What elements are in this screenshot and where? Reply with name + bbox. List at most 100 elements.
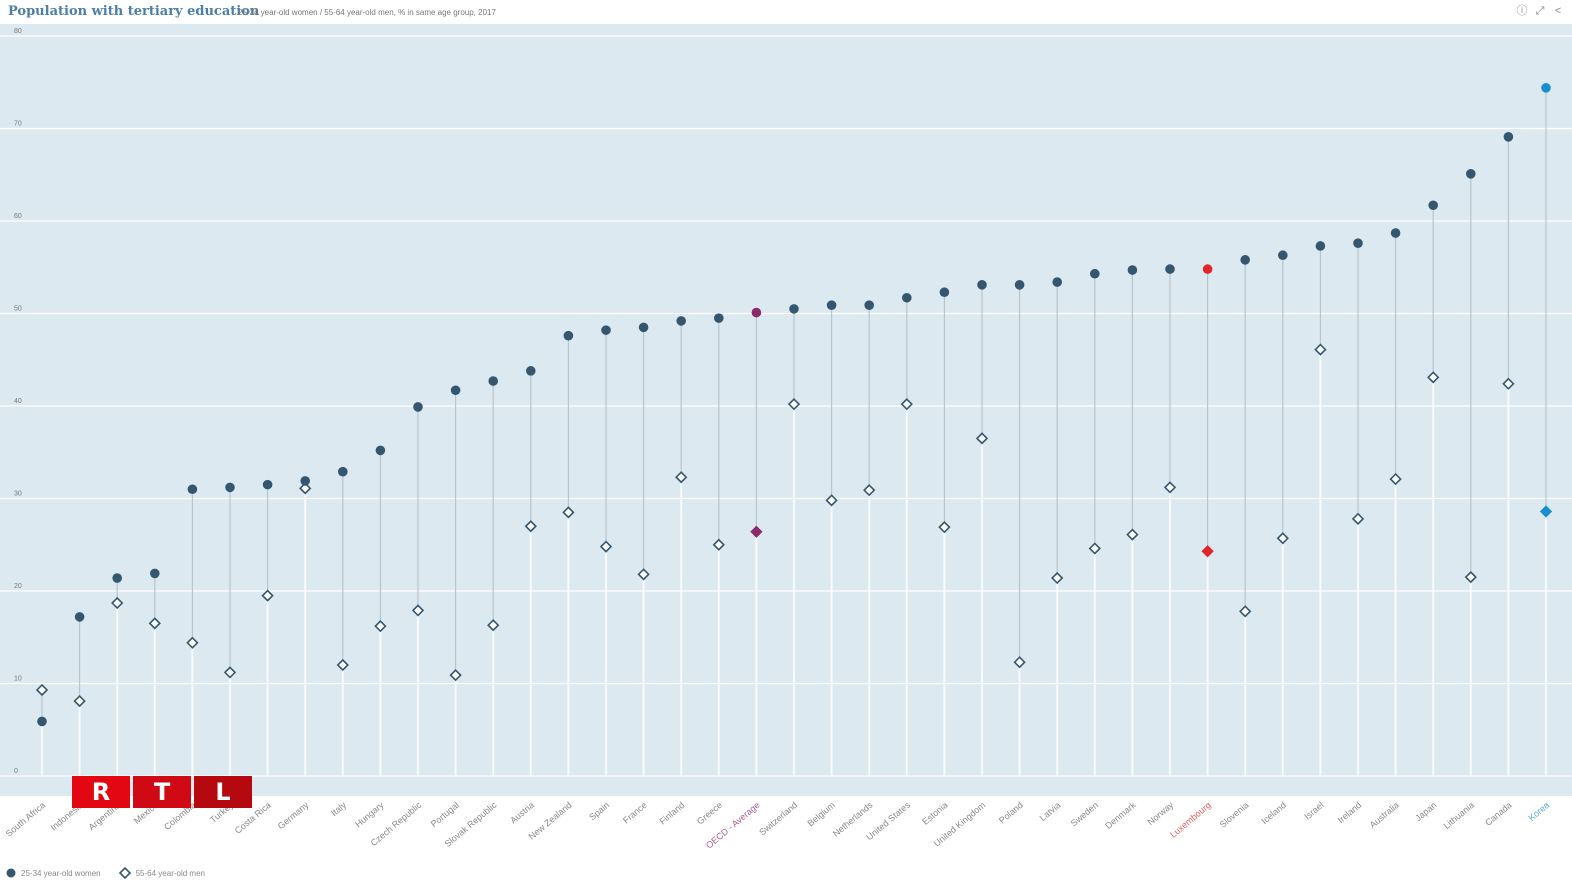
- men-point[interactable]: [148, 617, 161, 630]
- y-tick-label: 40: [14, 398, 22, 405]
- men-point[interactable]: [787, 398, 801, 411]
- women-point[interactable]: [37, 716, 47, 727]
- men-point[interactable]: [336, 658, 349, 672]
- men-point[interactable]: [712, 538, 725, 551]
- men-point[interactable]: [750, 525, 763, 538]
- men-point[interactable]: [35, 683, 49, 697]
- women-point[interactable]: [150, 568, 160, 579]
- women-point[interactable]: [676, 316, 686, 326]
- women-point[interactable]: [1165, 264, 1175, 274]
- y-tick-label: 70: [14, 121, 22, 128]
- men-point[interactable]: [449, 669, 462, 682]
- women-point[interactable]: [601, 325, 611, 335]
- women-point[interactable]: [526, 366, 536, 376]
- chart-header: Population with tertiary education 25-34…: [0, 0, 1572, 24]
- men-point[interactable]: [1126, 528, 1139, 541]
- women-point[interactable]: [1503, 132, 1514, 142]
- men-point[interactable]: [73, 694, 86, 708]
- women-point[interactable]: [1052, 277, 1062, 287]
- women-point[interactable]: [338, 466, 348, 477]
- women-point[interactable]: [826, 300, 837, 310]
- men-point[interactable]: [975, 432, 989, 445]
- men-point[interactable]: [1088, 542, 1101, 555]
- men-point[interactable]: [1389, 472, 1402, 486]
- women-point[interactable]: [902, 292, 912, 303]
- women-point[interactable]: [1353, 238, 1363, 248]
- men-point[interactable]: [1201, 545, 1214, 558]
- men-point[interactable]: [675, 471, 688, 484]
- share-icon[interactable]: <: [1554, 5, 1562, 17]
- men-point[interactable]: [261, 589, 274, 602]
- women-point[interactable]: [714, 313, 724, 323]
- women-point[interactable]: [563, 330, 574, 341]
- chart-subtitle: 25-34 year-old women / 55-64 year-old me…: [238, 8, 496, 17]
- men-point[interactable]: [863, 484, 876, 497]
- legend-item-men[interactable]: 55-64 year-old men: [118, 867, 205, 879]
- rtl-watermark-logo: R T L: [72, 776, 252, 808]
- women-point[interactable]: [187, 484, 198, 495]
- men-point[interactable]: [825, 494, 838, 507]
- men-point[interactable]: [223, 666, 237, 679]
- women-point[interactable]: [112, 573, 122, 583]
- women-point[interactable]: [1278, 250, 1288, 261]
- women-point[interactable]: [638, 322, 649, 333]
- men-point[interactable]: [1163, 481, 1177, 494]
- women-point[interactable]: [375, 445, 386, 456]
- women-point[interactable]: [1240, 255, 1250, 265]
- women-point[interactable]: [1428, 200, 1438, 211]
- women-point[interactable]: [1090, 268, 1100, 279]
- women-point[interactable]: [1315, 241, 1326, 251]
- men-point[interactable]: [374, 620, 387, 633]
- info-icon[interactable]: ⓘ: [1516, 5, 1528, 17]
- women-point[interactable]: [262, 479, 273, 490]
- men-point[interactable]: [1464, 570, 1477, 584]
- x-tick-label: Sweden: [1069, 800, 1100, 829]
- fullscreen-icon[interactable]: ⤢: [1535, 5, 1545, 17]
- men-point[interactable]: [1239, 605, 1252, 618]
- men-point[interactable]: [1502, 377, 1515, 390]
- women-point[interactable]: [1014, 280, 1025, 290]
- men-point[interactable]: [1051, 571, 1064, 585]
- men-point[interactable]: [487, 619, 500, 632]
- women-point[interactable]: [225, 482, 235, 493]
- women-point[interactable]: [1390, 228, 1401, 238]
- women-point[interactable]: [1202, 264, 1213, 274]
- men-point[interactable]: [524, 520, 537, 533]
- men-point[interactable]: [1351, 512, 1365, 525]
- men-point[interactable]: [900, 398, 913, 411]
- men-point[interactable]: [186, 636, 199, 649]
- men-point[interactable]: [1013, 656, 1026, 669]
- y-tick-label: 50: [14, 306, 22, 313]
- women-point[interactable]: [789, 304, 799, 314]
- women-point[interactable]: [1541, 83, 1551, 93]
- men-point[interactable]: [562, 506, 575, 519]
- women-point[interactable]: [488, 376, 499, 386]
- women-point[interactable]: [74, 612, 85, 622]
- women-point[interactable]: [1127, 265, 1138, 275]
- men-point[interactable]: [299, 482, 312, 495]
- x-tick-label: Luxembourg: [1168, 800, 1213, 840]
- women-point[interactable]: [1466, 169, 1476, 179]
- men-point[interactable]: [411, 604, 425, 617]
- men-point[interactable]: [111, 596, 124, 610]
- legend-label-women: 25-34 year-old women: [21, 868, 101, 878]
- men-point[interactable]: [637, 568, 650, 581]
- men-point[interactable]: [1276, 532, 1289, 545]
- women-point[interactable]: [977, 280, 987, 290]
- women-point[interactable]: [450, 385, 461, 396]
- men-point[interactable]: [1427, 371, 1440, 384]
- men-point[interactable]: [1314, 343, 1327, 356]
- x-tick-label: Finland: [657, 800, 686, 827]
- legend-item-women[interactable]: 25-34 year-old women: [6, 868, 101, 878]
- women-point[interactable]: [300, 476, 311, 486]
- chart-tools: ⓘ ⤢ <: [1516, 5, 1564, 17]
- men-point[interactable]: [599, 540, 613, 553]
- women-point[interactable]: [864, 300, 874, 310]
- x-tick-label: Norway: [1145, 800, 1175, 828]
- diamond-marker-icon: [118, 867, 131, 879]
- women-point[interactable]: [413, 402, 423, 412]
- men-point[interactable]: [938, 521, 951, 534]
- women-point[interactable]: [939, 287, 950, 298]
- men-point[interactable]: [1539, 505, 1553, 518]
- women-point[interactable]: [751, 307, 762, 318]
